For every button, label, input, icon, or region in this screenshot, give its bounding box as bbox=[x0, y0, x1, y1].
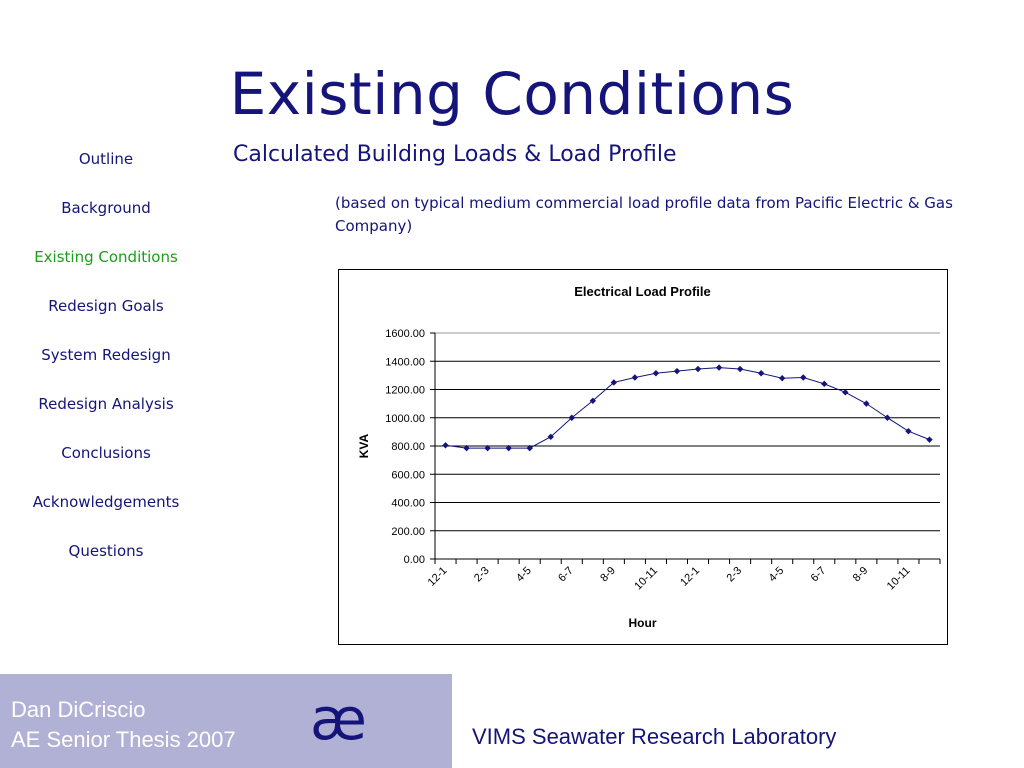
data-point bbox=[463, 444, 470, 452]
data-point bbox=[842, 389, 849, 396]
y-tick-label: 200.00 bbox=[391, 526, 425, 538]
data-point bbox=[652, 370, 660, 377]
y-tick-label: 1600.00 bbox=[385, 328, 425, 340]
ae-logo: æ bbox=[310, 685, 367, 753]
author-info: Dan DiCriscio AE Senior Thesis 2007 bbox=[11, 695, 236, 755]
slide-title: Existing Conditions bbox=[229, 60, 795, 128]
data-point bbox=[863, 400, 870, 407]
data-point bbox=[694, 365, 702, 373]
x-tick-label: 10-11 bbox=[885, 565, 913, 593]
y-axis-label: KVA bbox=[357, 433, 371, 458]
series-line bbox=[445, 367, 930, 449]
y-tick-label: 600.00 bbox=[391, 469, 425, 481]
data-point bbox=[631, 374, 639, 381]
chart-svg: Electrical Load Profile 0.00 200.00 400.00 6… bbox=[357, 284, 941, 630]
nav-item-existing-conditions[interactable]: Existing Conditions bbox=[34, 248, 178, 266]
x-tick-label: 2-3 bbox=[724, 565, 744, 585]
data-point bbox=[589, 397, 597, 404]
footer-panel bbox=[0, 674, 452, 768]
x-tick-label: 2-3 bbox=[472, 565, 492, 585]
x-tick-label: 12-1 bbox=[678, 565, 702, 589]
data-point bbox=[505, 444, 512, 452]
author-name: Dan DiCriscio bbox=[11, 697, 146, 722]
data-point bbox=[926, 436, 933, 443]
x-tick-label: 8-9 bbox=[851, 565, 871, 585]
data-point bbox=[484, 444, 491, 452]
nav-item-questions[interactable]: Questions bbox=[68, 542, 144, 560]
data-point bbox=[715, 364, 723, 371]
data-point bbox=[800, 374, 807, 381]
x-tick-label: 6-7 bbox=[556, 565, 576, 585]
nav-item-acknowledgements[interactable]: Acknowledgements bbox=[32, 493, 180, 511]
nav-item-conclusions[interactable]: Conclusions bbox=[61, 444, 151, 462]
y-tick-label: 800.00 bbox=[391, 441, 425, 453]
y-tick-label: 400.00 bbox=[391, 498, 425, 510]
data-point bbox=[526, 444, 533, 452]
data-point bbox=[778, 375, 786, 382]
load-profile-chart: Electrical Load Profile 0.00 200.00 400.00 6… bbox=[338, 269, 948, 645]
data-point bbox=[905, 427, 912, 435]
y-tick-label: 0.00 bbox=[404, 554, 425, 566]
x-tick-label: 6-7 bbox=[809, 565, 829, 585]
slide-subtitle: Calculated Building Loads & Load Profile bbox=[233, 142, 677, 167]
x-axis-label: Hour bbox=[629, 616, 657, 630]
data-source-note: (based on typical medium commercial load… bbox=[335, 194, 953, 235]
x-tick-label: 4-5 bbox=[514, 565, 534, 585]
x-tick-label: 4-5 bbox=[767, 565, 787, 585]
nav-item-background[interactable]: Background bbox=[61, 199, 151, 217]
data-point bbox=[884, 414, 891, 421]
x-tick-label: 8-9 bbox=[598, 565, 618, 585]
data-point bbox=[736, 365, 744, 373]
data-point bbox=[821, 380, 828, 388]
x-tick-label: 12-1 bbox=[426, 565, 450, 589]
y-tick-label: 1400.00 bbox=[385, 356, 425, 368]
data-point bbox=[757, 370, 765, 377]
outline-nav: Outline Background Existing Conditions R… bbox=[0, 147, 212, 588]
nav-item-redesign-analysis[interactable]: Redesign Analysis bbox=[38, 395, 174, 413]
thesis-label: AE Senior Thesis 2007 bbox=[11, 727, 236, 752]
nav-item-redesign-goals[interactable]: Redesign Goals bbox=[48, 297, 164, 315]
y-tick-label: 1200.00 bbox=[385, 385, 425, 397]
nav-item-outline[interactable]: Outline bbox=[78, 150, 134, 168]
nav-item-system-redesign[interactable]: System Redesign bbox=[41, 346, 171, 364]
chart-title: Electrical Load Profile bbox=[574, 284, 711, 299]
y-tick-label: 1000.00 bbox=[385, 413, 425, 425]
x-tick-label: 10-11 bbox=[632, 565, 660, 593]
data-point bbox=[442, 442, 449, 449]
lab-name: VIMS Seawater Research Laboratory bbox=[472, 724, 837, 749]
data-point bbox=[673, 367, 681, 375]
